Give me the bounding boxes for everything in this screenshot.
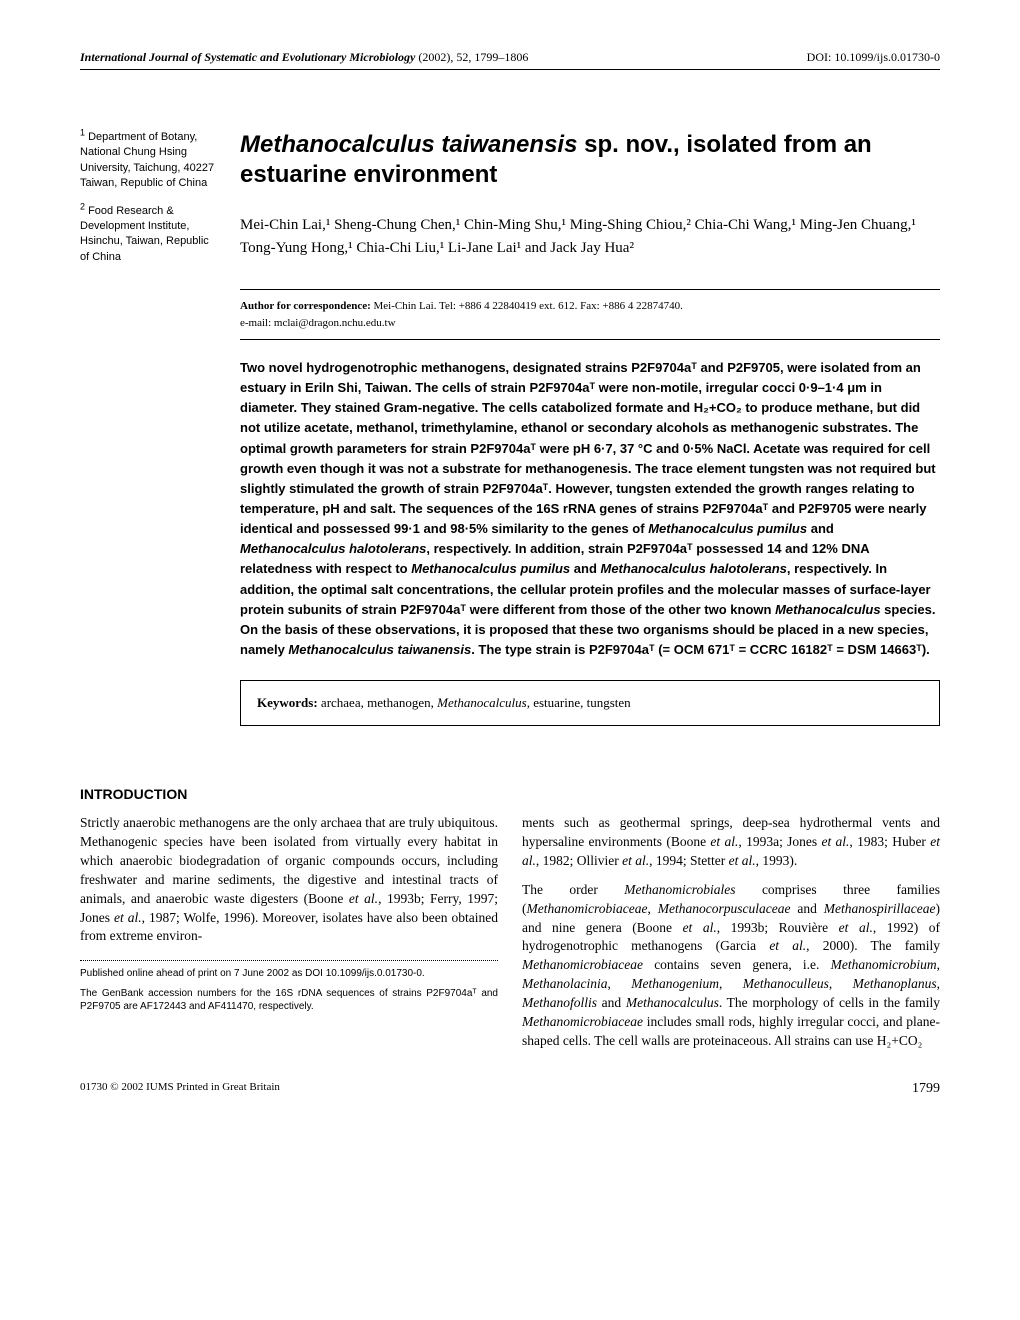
page-number: 1799 <box>912 1081 940 1097</box>
keywords-label: Keywords: <box>257 695 318 710</box>
introduction-section: INTRODUCTION Strictly anaerobic methanog… <box>80 786 940 1051</box>
journal-name: International Journal of Systematic and … <box>80 50 415 64</box>
correspondence-box: Author for correspondence: Mei-Chin Lai.… <box>240 289 940 340</box>
year-pages: (2002), 52, 1799–1806 <box>418 50 528 64</box>
journal-info: International Journal of Systematic and … <box>80 50 528 65</box>
page-footer: 01730 © 2002 IUMS Printed in Great Brita… <box>80 1081 940 1097</box>
keywords-box: Keywords: archaea, methanogen, Methanoca… <box>240 680 940 726</box>
article-column: Methanocalculus taiwanensis sp. nov., is… <box>240 130 940 756</box>
abstract: Two novel hydrogenotrophic methanogens, … <box>240 358 940 660</box>
section-heading: INTRODUCTION <box>80 786 940 802</box>
correspondence-line: Author for correspondence: Mei-Chin Lai.… <box>240 298 940 315</box>
species-name: Methanocalculus taiwanensis <box>240 131 577 158</box>
body-paragraph: The order Methanomicrobiales comprises t… <box>522 881 940 1051</box>
body-paragraph: ments such as geothermal springs, deep-s… <box>522 814 940 871</box>
affiliations-column: 1 Department of Botany, National Chung H… <box>80 130 240 756</box>
footnote-divider <box>80 960 498 961</box>
doi: DOI: 10.1099/ijs.0.01730-0 <box>807 50 940 65</box>
correspondence-label: Author for correspondence: <box>240 300 371 312</box>
authors: Mei-Chin Lai,¹ Sheng-Chung Chen,¹ Chin-M… <box>240 214 940 259</box>
correspondence-email: e-mail: mclai@dragon.nchu.edu.tw <box>240 315 940 332</box>
body-paragraph: Strictly anaerobic methanogens are the o… <box>80 814 498 946</box>
main-content: 1 Department of Botany, National Chung H… <box>80 130 940 756</box>
correspondence-text: Mei-Chin Lai. Tel: +886 4 22840419 ext. … <box>371 300 683 312</box>
footnote: Published online ahead of print on 7 Jun… <box>80 967 498 981</box>
affiliation-1: 1 Department of Botany, National Chung H… <box>80 130 220 192</box>
footnotes: Published online ahead of print on 7 Jun… <box>80 960 498 1014</box>
footnote: The GenBank accession numbers for the 16… <box>80 987 498 1014</box>
affiliation-number: 1 <box>80 127 85 137</box>
affiliation-text: Food Research & Development Institute, H… <box>80 205 209 263</box>
footer-copyright: 01730 © 2002 IUMS Printed in Great Brita… <box>80 1081 280 1097</box>
affiliation-number: 2 <box>80 201 85 211</box>
running-header: International Journal of Systematic and … <box>80 50 940 70</box>
affiliation-text: Department of Botany, National Chung Hsi… <box>80 131 214 189</box>
article-title: Methanocalculus taiwanensis sp. nov., is… <box>240 130 940 190</box>
affiliation-2: 2 Food Research & Development Institute,… <box>80 204 220 266</box>
body-text: Strictly anaerobic methanogens are the o… <box>80 814 940 1051</box>
keywords-text: archaea, methanogen, Methanocalculus, es… <box>318 695 631 710</box>
